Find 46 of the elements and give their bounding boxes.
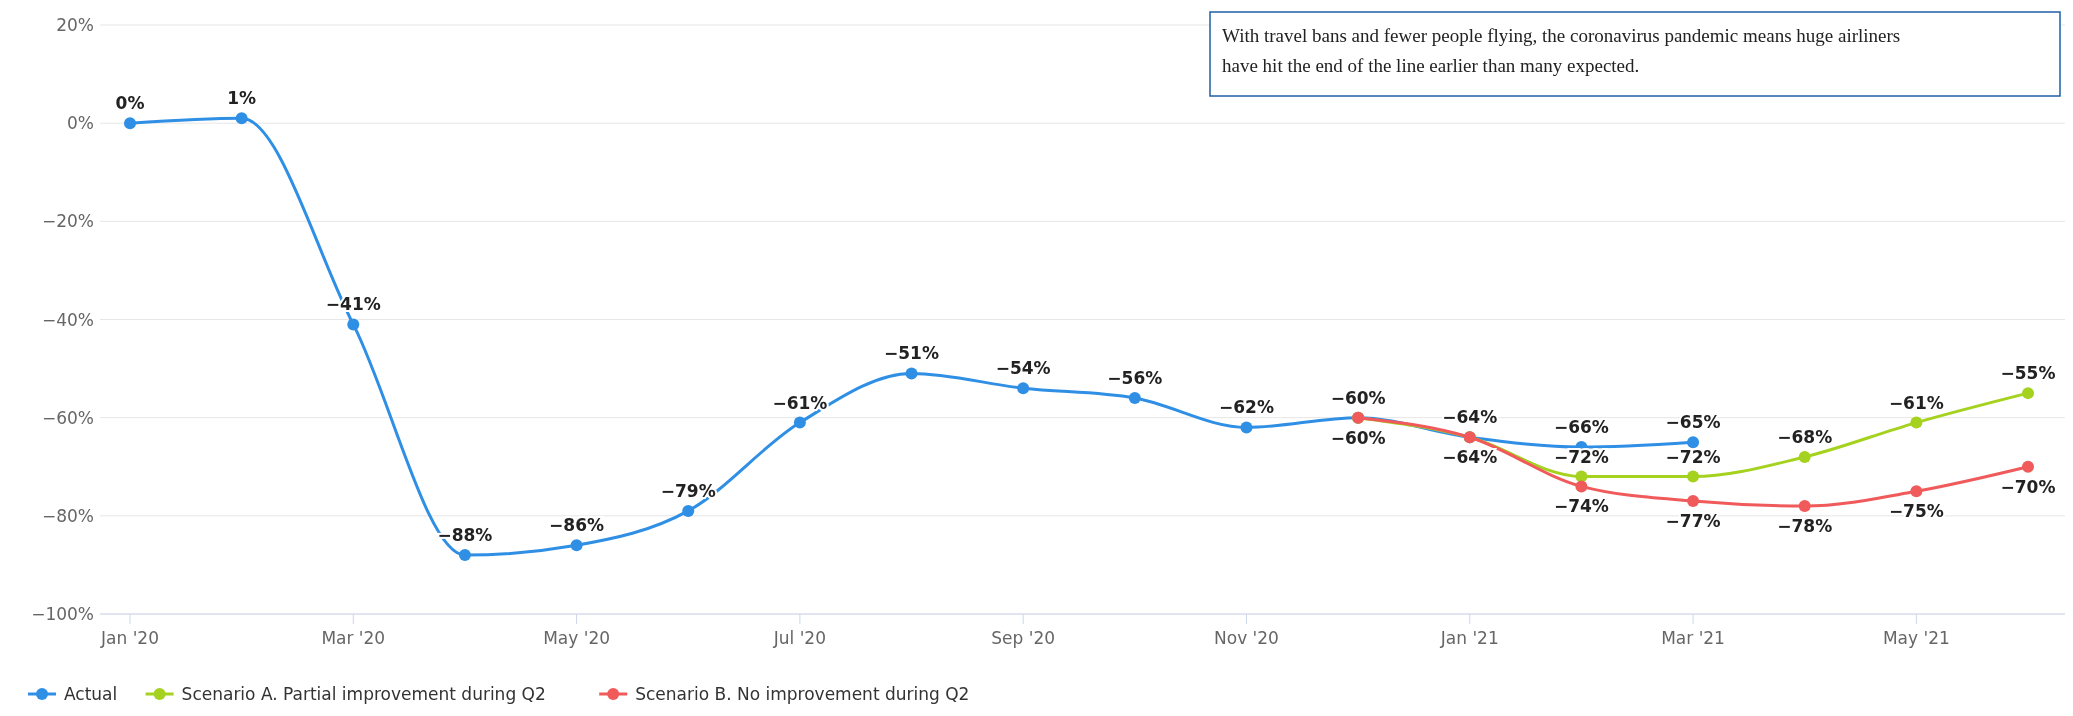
data-label: 1% — [227, 88, 257, 109]
x-tick-label: Mar '20 — [321, 628, 386, 648]
data-label: −54% — [995, 358, 1051, 379]
y-tick-label: −60% — [41, 407, 94, 428]
data-label: −72% — [1553, 446, 1609, 467]
data-label: −74% — [1553, 496, 1609, 517]
y-tick-label: 0% — [67, 113, 94, 134]
data-label: −60% — [1330, 427, 1386, 448]
x-tick-label: Mar '21 — [1661, 628, 1725, 648]
y-tick-label: −80% — [41, 505, 94, 526]
data-label: −56% — [1107, 368, 1163, 389]
x-tick-label: Jan '21 — [1439, 628, 1499, 648]
data-label: −62% — [1219, 397, 1274, 418]
data-label: −65% — [1665, 412, 1721, 433]
data-label: 0% — [115, 93, 145, 114]
data-label: −66% — [1553, 417, 1609, 438]
y-tick-label: −20% — [41, 211, 94, 232]
x-tick-label: Nov '20 — [1214, 628, 1279, 648]
data-label: −64% — [1442, 407, 1498, 428]
legend-label: Scenario A. Partial improvement during Q2 — [181, 684, 546, 704]
legend-label: Actual — [64, 684, 118, 704]
y-tick-label: −100% — [31, 604, 94, 624]
data-label: −77% — [1665, 511, 1721, 532]
data-label: −75% — [1888, 501, 1944, 522]
y-tick-label: −40% — [41, 309, 94, 330]
x-tick-label: May '21 — [1882, 628, 1950, 648]
x-tick-label: Jan '20 — [100, 628, 159, 648]
data-label: −60% — [1330, 387, 1386, 408]
x-tick-label: Sep '20 — [991, 628, 1056, 648]
y-tick-label: 20% — [56, 15, 94, 35]
annotation: With travel bans and fewer people flying, the coronavirus pandemic means huge airliners have hit the end of the line earlier than many expected. — [1222, 25, 1901, 76]
data-label: −86% — [549, 515, 605, 536]
x-tick-label: May '20 — [543, 628, 611, 648]
data-label: −61% — [772, 392, 828, 413]
x-tick-label: Jul '20 — [772, 628, 826, 648]
data-label: −64% — [1442, 447, 1498, 468]
data-label: −55% — [2000, 363, 2056, 384]
data-label: −51% — [884, 343, 939, 364]
data-label: −72% — [1665, 446, 1721, 467]
data-label: −70% — [2000, 476, 2056, 497]
data-label: −78% — [1777, 516, 1833, 537]
data-label: −61% — [1888, 392, 1944, 413]
data-label: −68% — [1777, 426, 1833, 447]
legend-label: Scenario B. No improvement during Q2 — [635, 684, 970, 704]
text-box: With travel bans and fewer people flying, the coronavirus pandemic means huge airliners have hit the end of the line earlier than many expected. — [1209, 11, 2061, 97]
data-label: −79% — [660, 480, 716, 501]
